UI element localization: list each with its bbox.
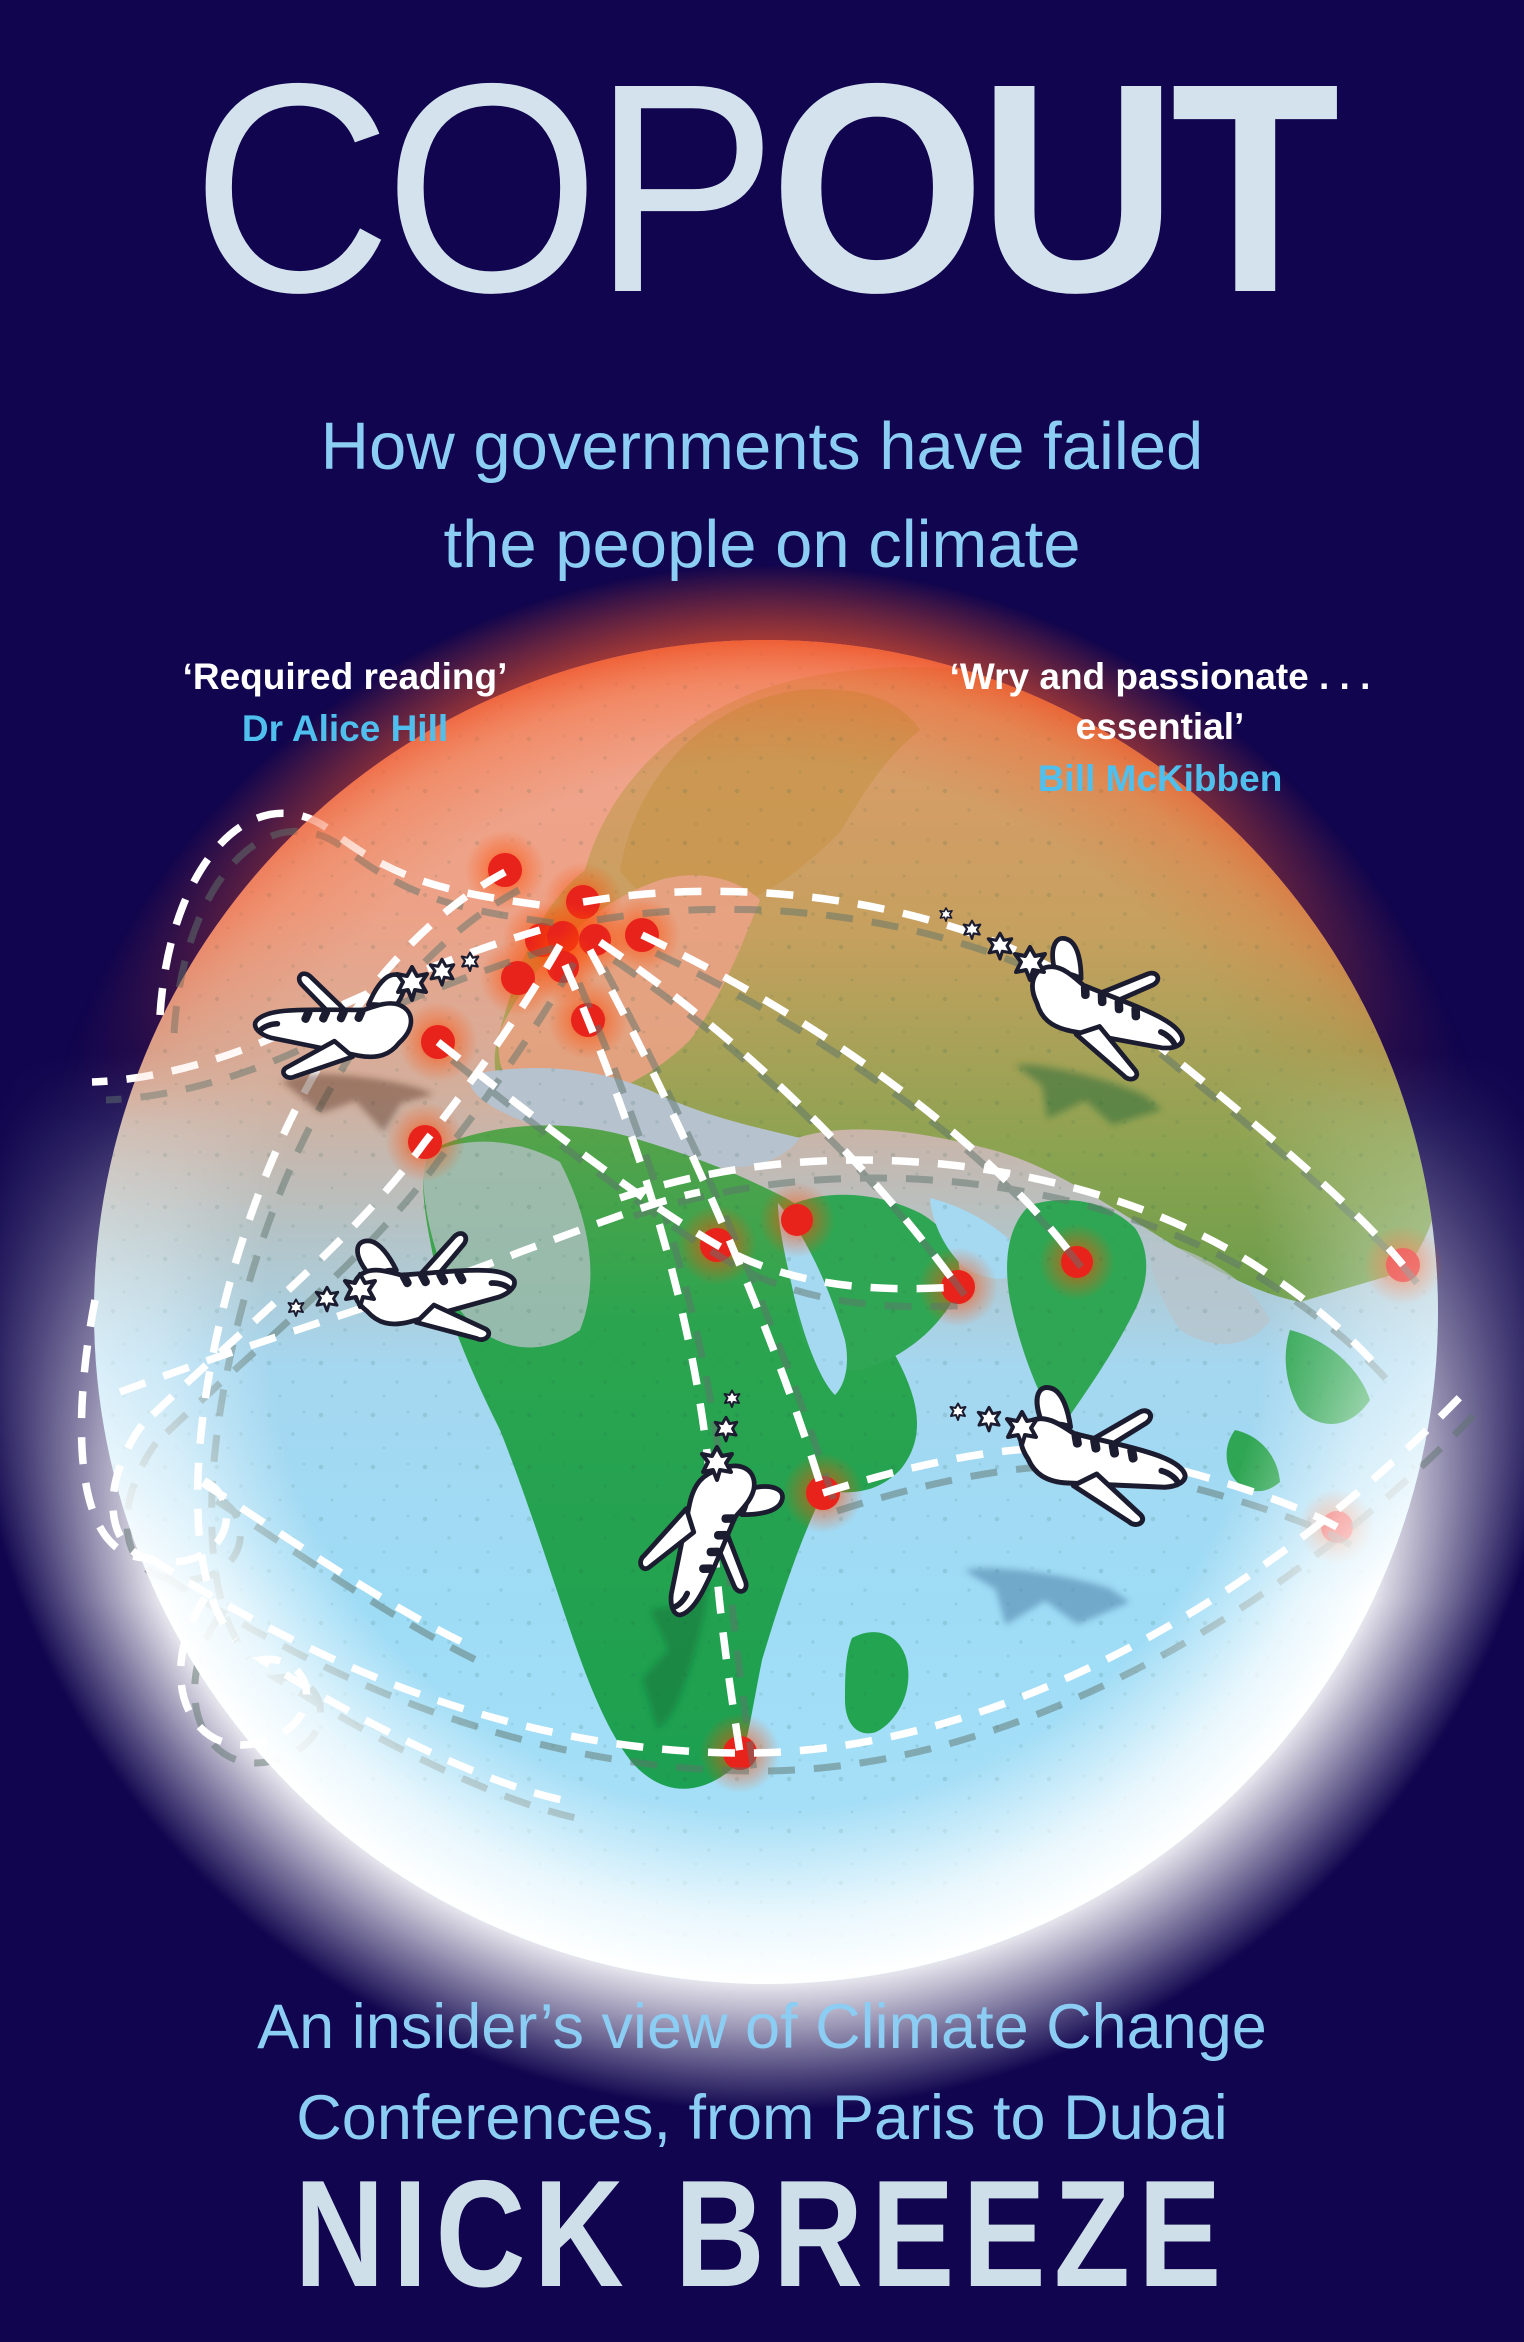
quote-attribution: Bill McKibben xyxy=(1037,757,1283,799)
review-quote-right: ‘Wry and passionate . . . essential’ Bil… xyxy=(855,652,1465,804)
book-subtitle: How governments have failed the people o… xyxy=(0,398,1524,595)
tagline-line-2: Conferences, from Paris to Dubai xyxy=(296,2083,1228,2154)
author-name: NICK BREEZE xyxy=(294,2149,1230,2319)
globe-inner-glow xyxy=(94,640,1438,1984)
tagline-line-1: An insider’s view of Climate Change xyxy=(257,1992,1267,2062)
book-title: COPOUT xyxy=(53,40,1470,338)
subtitle-line-2: the people on climate xyxy=(443,507,1081,583)
quote-text-line-1: ‘Wry and passionate . . . xyxy=(949,656,1371,697)
book-tagline: An insider’s view of Climate Change Conf… xyxy=(0,1982,1524,2165)
subtitle-line-1: How governments have failed xyxy=(320,409,1204,484)
title-cop: COP xyxy=(191,22,778,355)
quote-attribution: Dr Alice Hill xyxy=(241,707,449,749)
quote-text-line-2: essential’ xyxy=(1075,705,1245,747)
review-quote-left: ‘Required reading’ Dr Alice Hill xyxy=(85,652,605,754)
quote-text: ‘Required reading’ xyxy=(182,656,508,697)
title-out: OUT xyxy=(769,22,1340,355)
